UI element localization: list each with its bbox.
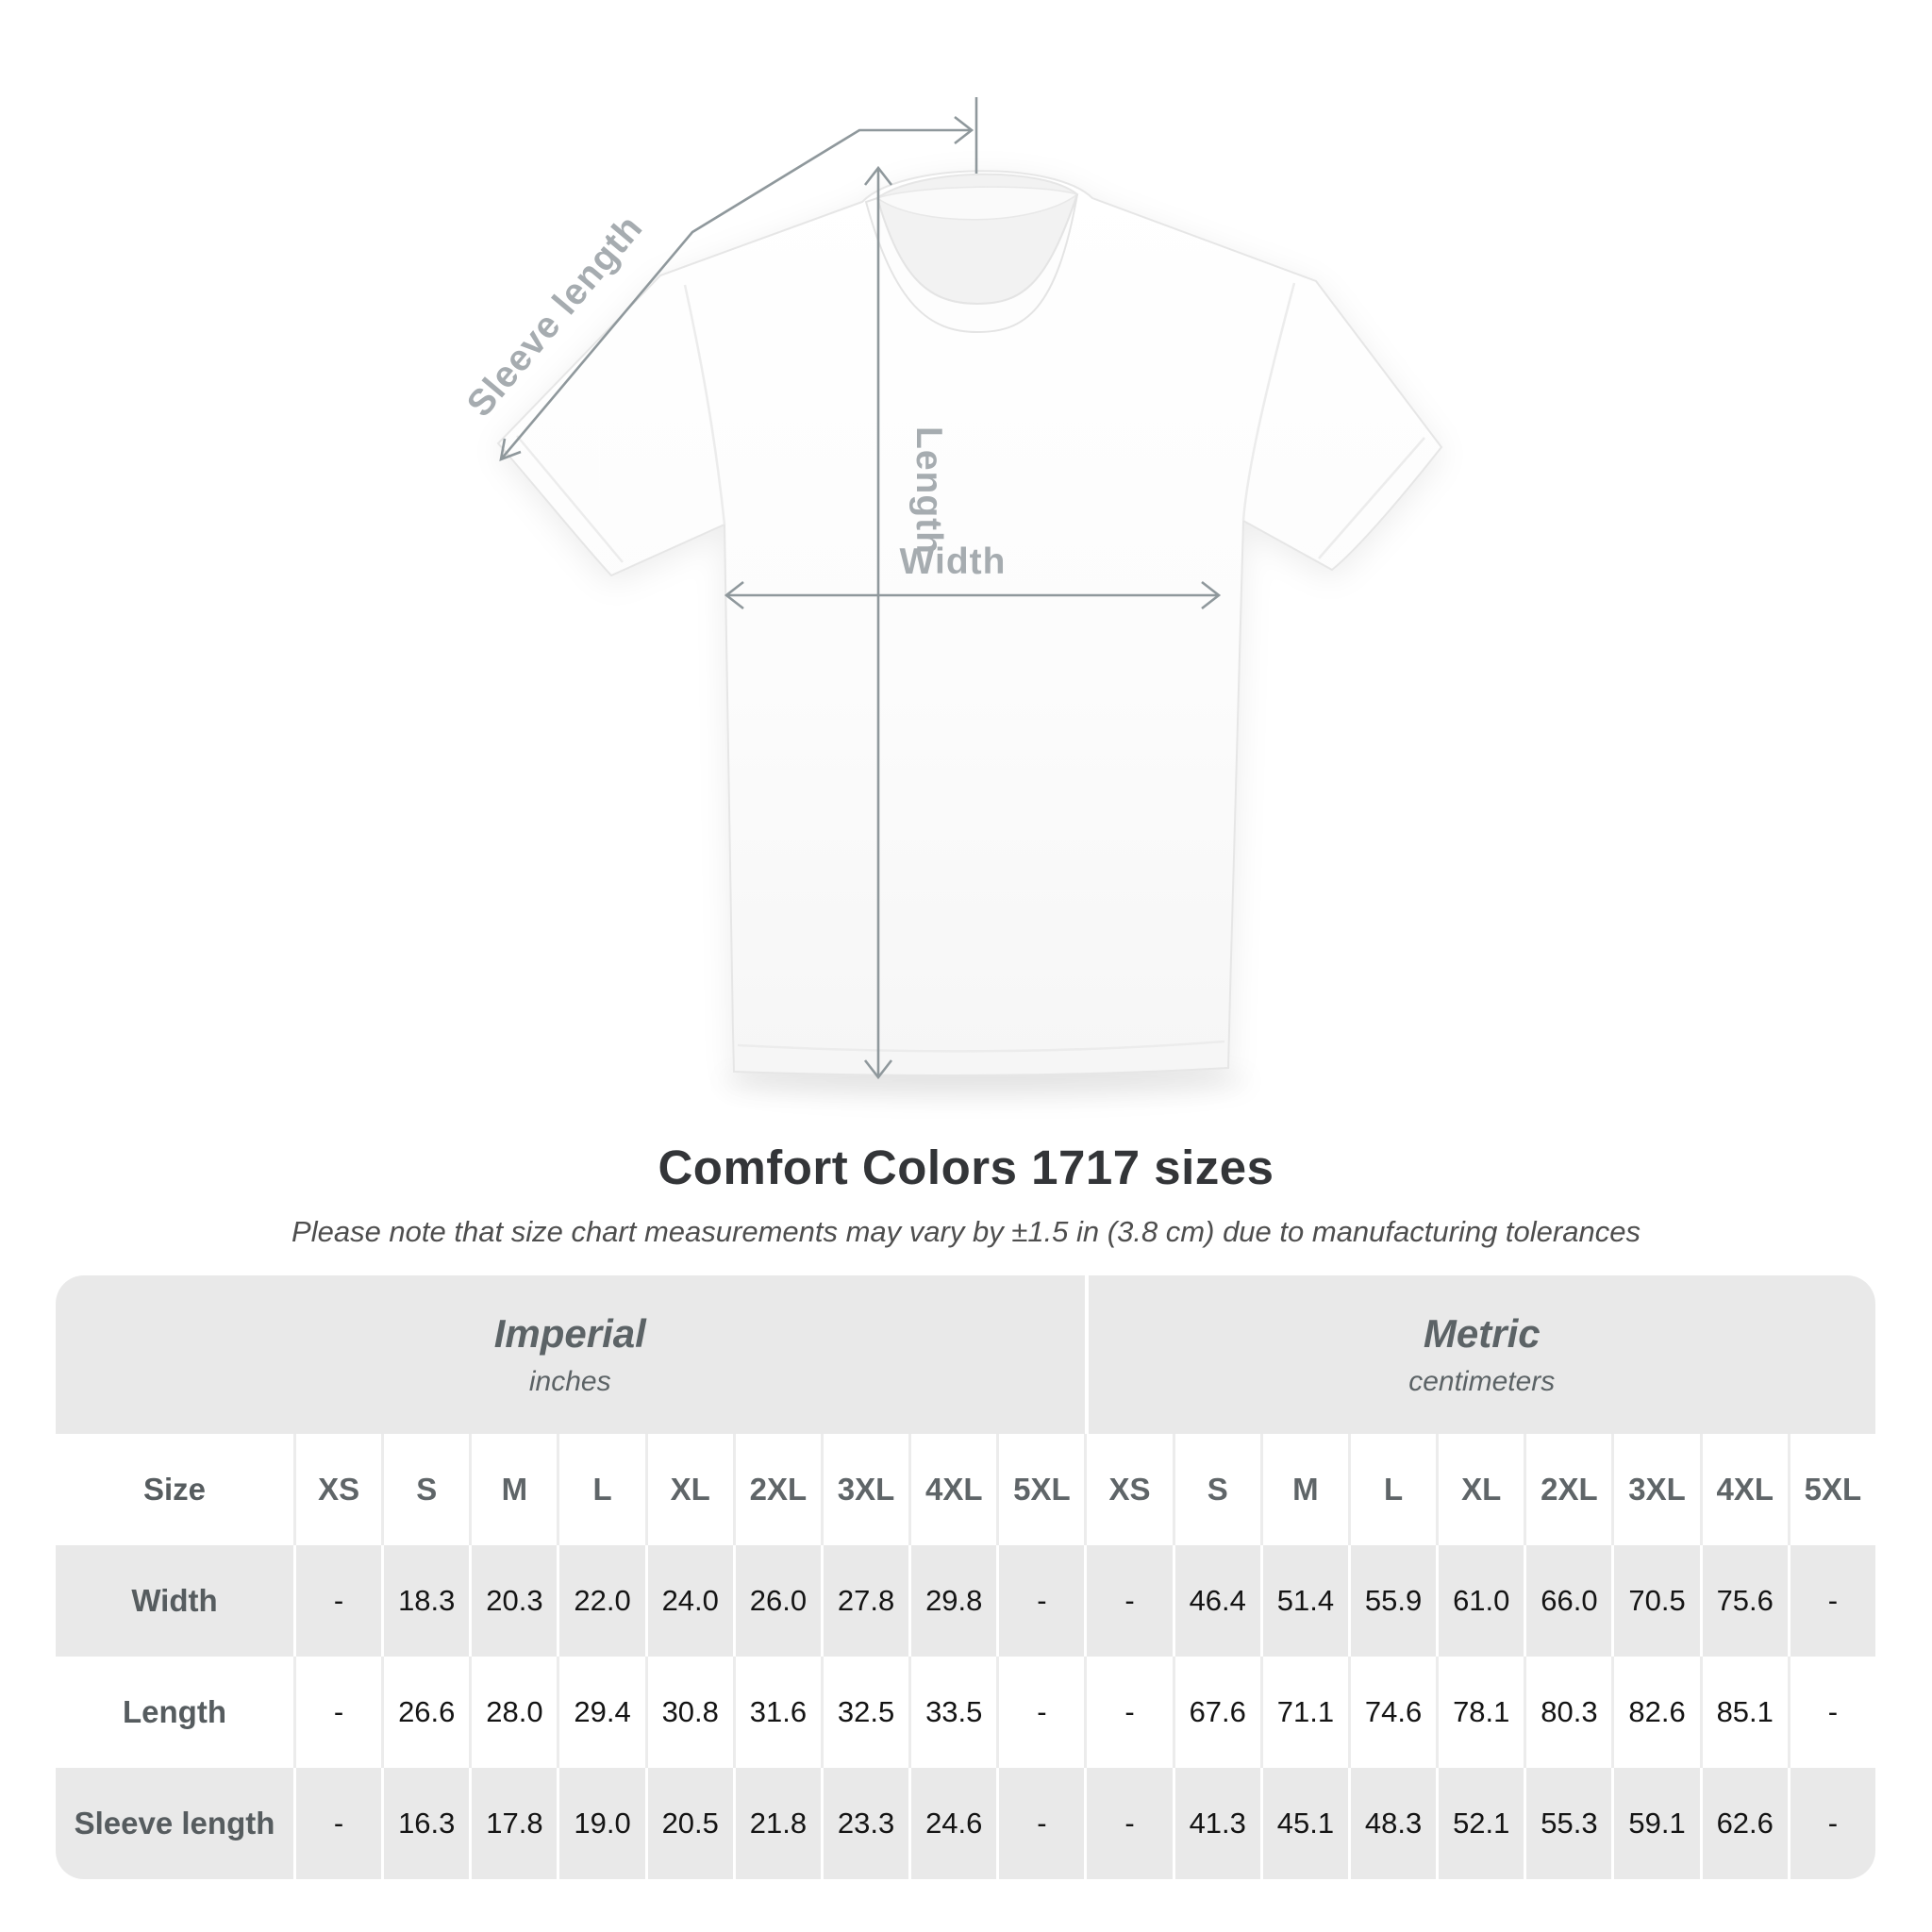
size-value-cell: - (293, 1545, 381, 1657)
size-value-cell: 23.3 (820, 1768, 908, 1879)
size-value-cell: 26.0 (732, 1545, 821, 1657)
page-title: Comfort Colors 1717 sizes (658, 1141, 1274, 1194)
size-value-cell: - (1787, 1768, 1875, 1879)
column-header-3xl: 3XL (1611, 1434, 1699, 1545)
size-value-cell: 28.0 (469, 1657, 557, 1768)
size-value-cell: 22.0 (557, 1545, 644, 1657)
size-value-cell: - (293, 1768, 381, 1879)
size-value-cell: 26.6 (381, 1657, 469, 1768)
column-header-xl: XL (644, 1434, 733, 1545)
size-value-cell: 75.6 (1699, 1545, 1788, 1657)
width-arrow (724, 580, 1222, 610)
size-value-cell: - (1787, 1657, 1875, 1768)
size-value-cell: 67.6 (1172, 1657, 1260, 1768)
column-header-s: S (1172, 1434, 1260, 1545)
column-header-4xl: 4XL (1699, 1434, 1788, 1545)
size-value-cell: - (1787, 1545, 1875, 1657)
size-value-cell: 24.6 (908, 1768, 996, 1879)
size-value-cell: 55.9 (1347, 1545, 1436, 1657)
size-value-cell: - (996, 1657, 1084, 1768)
size-value-cell: 24.0 (644, 1545, 733, 1657)
size-value-cell: 45.1 (1259, 1768, 1348, 1879)
column-header-size: Size (142, 1472, 207, 1507)
column-header-m: M (1259, 1434, 1348, 1545)
size-value-cell: - (996, 1545, 1084, 1657)
size-value-cell: 17.8 (469, 1768, 557, 1879)
metric-sublabel: centimeters (1408, 1366, 1556, 1397)
column-header-s: S (381, 1434, 469, 1545)
size-value-cell: 80.3 (1524, 1657, 1611, 1768)
size-value-cell: 20.3 (469, 1545, 557, 1657)
tshirt-illustration (496, 170, 1443, 1077)
size-value-cell: 85.1 (1699, 1657, 1788, 1768)
size-table: Imperial inches Metric centimeters Size … (56, 1275, 1875, 1879)
size-value-cell: 66.0 (1524, 1545, 1611, 1657)
column-header-2xl: 2XL (732, 1434, 821, 1545)
size-value-cell: 78.1 (1436, 1657, 1524, 1768)
column-header-l: L (1347, 1434, 1436, 1545)
row-label: Length (123, 1694, 226, 1729)
size-value-cell: - (1084, 1768, 1172, 1879)
size-value-cell: 61.0 (1436, 1545, 1524, 1657)
size-value-cell: 33.5 (908, 1657, 996, 1768)
size-value-cell: 29.8 (908, 1545, 996, 1657)
column-header-5xl: 5XL (996, 1434, 1084, 1545)
size-value-cell: 16.3 (381, 1768, 469, 1879)
length-label: Length (908, 426, 949, 555)
column-header-xl: XL (1436, 1434, 1524, 1545)
metric-label: Metric (1423, 1311, 1541, 1356)
tolerance-note: Please note that size chart measurements… (291, 1215, 1641, 1248)
size-value-cell: 55.3 (1524, 1768, 1611, 1879)
table-row-sleeve-length: Sleeve length -16.3 17.8 19.0 20.5 21.8 23.3 24… (56, 1768, 1875, 1879)
size-value-cell: 46.4 (1172, 1545, 1260, 1657)
size-value-cell: 30.8 (644, 1657, 733, 1768)
unit-group-imperial: Imperial inches (56, 1275, 1085, 1434)
size-value-cell: 74.6 (1347, 1657, 1436, 1768)
size-value-cell: 27.8 (820, 1545, 908, 1657)
size-value-cell: 18.3 (381, 1545, 469, 1657)
length-arrow (863, 165, 893, 1080)
size-value-cell: - (996, 1768, 1084, 1879)
size-value-cell: - (1084, 1545, 1172, 1657)
column-header-2xl: 2XL (1524, 1434, 1611, 1545)
column-header-xs: XS (1084, 1434, 1172, 1545)
size-value-cell: - (1084, 1657, 1172, 1768)
column-header-xs: XS (293, 1434, 381, 1545)
size-value-cell: 82.6 (1611, 1657, 1699, 1768)
unit-group-row: Imperial inches Metric centimeters (56, 1275, 1875, 1434)
size-value-cell: 21.8 (732, 1768, 821, 1879)
column-header-m: M (469, 1434, 557, 1545)
column-header-3xl: 3XL (820, 1434, 908, 1545)
size-value-cell: 52.1 (1436, 1768, 1524, 1879)
size-value-cell: 41.3 (1172, 1768, 1260, 1879)
sleeve-length-arrow (499, 97, 978, 462)
width-label: Width (900, 541, 1007, 582)
imperial-sublabel: inches (528, 1366, 611, 1397)
size-value-cell: 59.1 (1611, 1768, 1699, 1879)
row-label: Sleeve length (74, 1806, 275, 1840)
size-value-cell: 70.5 (1611, 1545, 1699, 1657)
row-label: Width (131, 1583, 218, 1618)
size-value-cell: 32.5 (820, 1657, 908, 1768)
size-value-cell: 19.0 (557, 1768, 644, 1879)
size-value-cell: - (293, 1657, 381, 1768)
table-row-length: Length -26.6 28.0 29.4 30.8 31.6 32.5 33.5- -67.… (56, 1657, 1875, 1768)
column-header-l: L (557, 1434, 644, 1545)
size-value-cell: 29.4 (557, 1657, 644, 1768)
unit-group-metric: Metric centimeters (1084, 1275, 1876, 1434)
size-value-cell: 51.4 (1259, 1545, 1348, 1657)
collar-ribbing (864, 193, 1078, 334)
size-value-cell: 31.6 (732, 1657, 821, 1768)
column-header-4xl: 4XL (908, 1434, 996, 1545)
column-header-5xl: 5XL (1787, 1434, 1875, 1545)
size-value-cell: 20.5 (644, 1768, 733, 1879)
size-value-cell: 62.6 (1699, 1768, 1788, 1879)
imperial-label: Imperial (493, 1311, 646, 1356)
size-header-row: Size XS S M L XL 2XL 3XL 4XL 5XL XS S M L XL 2XL 3XL 4XL… (56, 1434, 1875, 1545)
size-value-cell: 48.3 (1347, 1768, 1436, 1879)
size-value-cell: 71.1 (1259, 1657, 1348, 1768)
tshirt-diagram: Sleeve length Length Width (459, 97, 1443, 1100)
table-row-width: Width -18.3 20.3 22.0 24.0 26.0 27.8 29.8- -46.4… (56, 1545, 1875, 1657)
